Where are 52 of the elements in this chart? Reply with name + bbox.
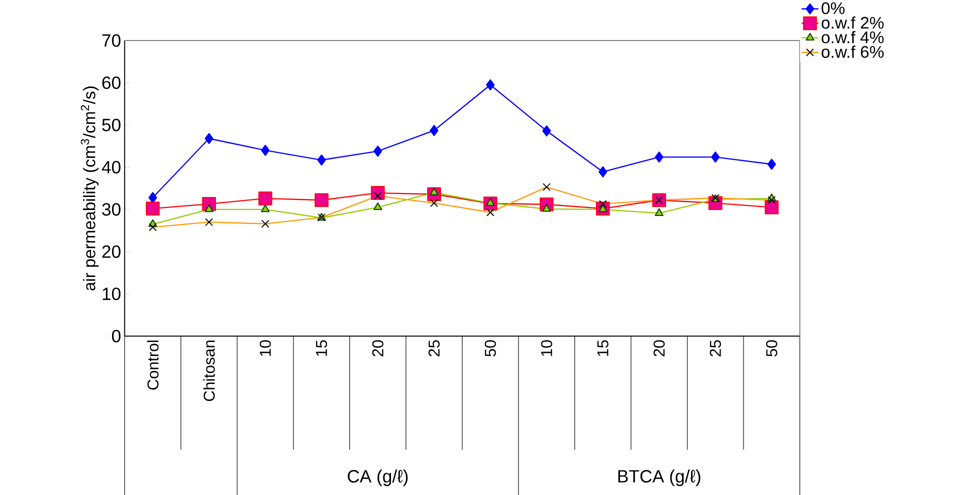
point <box>654 208 664 216</box>
point <box>146 202 160 216</box>
x-tick-label: 20 <box>654 340 665 356</box>
legend-label: 0% <box>822 2 845 14</box>
point <box>260 204 270 212</box>
point <box>317 154 326 166</box>
y-tick-label: 30 <box>102 203 120 216</box>
y-tick-label: 70 <box>102 34 120 47</box>
point <box>486 198 495 206</box>
x-tick-label: 15 <box>316 340 328 356</box>
point <box>258 191 272 206</box>
x-tick-label: Control <box>146 340 159 390</box>
point <box>652 193 666 207</box>
point <box>204 132 214 144</box>
y-tick-label: 10 <box>102 287 120 300</box>
point <box>542 204 551 212</box>
x-tick-label: 10 <box>541 340 552 356</box>
y-tick-label: 20 <box>102 245 120 258</box>
point <box>486 79 495 90</box>
x-tick-label: 20 <box>372 340 384 356</box>
x-tick-label: 25 <box>710 340 721 356</box>
x-tick-label: 25 <box>428 340 440 356</box>
point <box>542 125 551 136</box>
point <box>711 151 720 162</box>
point <box>767 158 776 170</box>
legend-label: o.w.f 4% <box>822 30 884 44</box>
y-tick-label: 60 <box>102 76 120 89</box>
point <box>373 202 382 210</box>
point <box>374 146 382 157</box>
text: CA (g/ℓ) <box>348 469 408 486</box>
point <box>370 186 385 200</box>
x-tick-label: 15 <box>597 340 608 356</box>
x-tick-label: 10 <box>260 340 271 356</box>
x-tick-label: 50 <box>484 340 496 356</box>
legend-label: o.w.f 2% <box>822 16 884 29</box>
y-axis-title: air permeability (cm$^{3}$/cm$^{2}$/s) <box>80 86 99 290</box>
x-tick-label: 50 <box>766 340 778 356</box>
y-tick-label: 0 <box>112 330 120 342</box>
point <box>430 124 438 136</box>
y-tick-label: 40 <box>102 160 120 174</box>
point <box>598 166 608 178</box>
x-tick-label: Chitosan <box>203 340 215 401</box>
point <box>430 187 438 196</box>
point <box>204 204 214 212</box>
legend-label: o.w.f 6% <box>822 45 884 58</box>
point <box>148 192 158 204</box>
text: BTCA (g/ℓ) <box>618 469 700 486</box>
point <box>261 144 270 156</box>
point <box>314 193 328 207</box>
point <box>598 204 608 212</box>
point <box>654 151 664 162</box>
y-tick-label: 50 <box>102 118 120 132</box>
